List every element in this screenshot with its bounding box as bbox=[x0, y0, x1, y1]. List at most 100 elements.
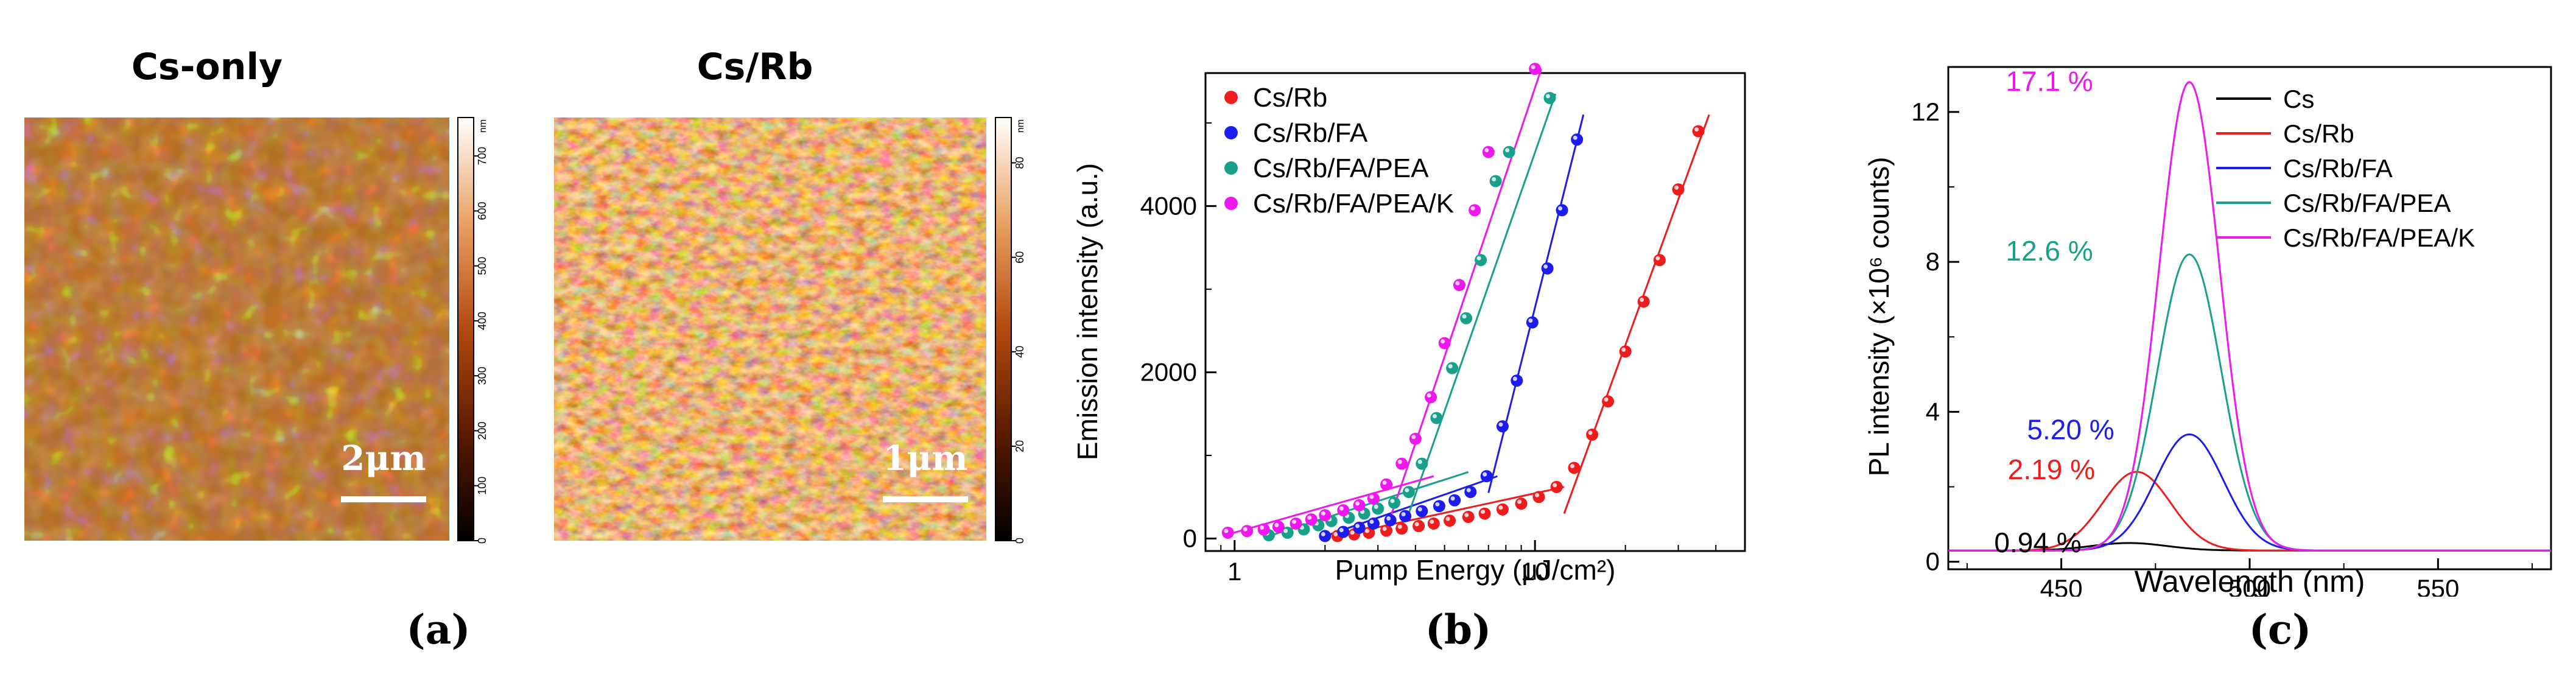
data-point-cs-rb-fa-pea bbox=[1430, 412, 1443, 424]
data-point-highlight bbox=[1386, 516, 1391, 521]
data-point-cs-rb-fa bbox=[1367, 517, 1380, 530]
data-point-highlight bbox=[1505, 148, 1510, 153]
afm-left-colorbar-tick-label: 600 bbox=[476, 202, 488, 220]
data-point-highlight bbox=[1543, 264, 1548, 269]
data-point-cs-rb-fa bbox=[1541, 262, 1554, 275]
data-point-highlight bbox=[1655, 256, 1660, 261]
data-point-cs-rb bbox=[1515, 497, 1528, 510]
emission-plot-frame bbox=[1204, 72, 1746, 552]
afm-right-image bbox=[554, 118, 986, 541]
data-point-highlight bbox=[1476, 256, 1481, 261]
data-point-highlight bbox=[1450, 496, 1455, 501]
pl-chart: 450 500 550 0 4 8 12 0.94 % 2.19 % 5.20 % 12.6 % 1… bbox=[1863, 66, 2552, 597]
data-point-cs-rb-fa bbox=[1319, 530, 1332, 542]
data-point-cs-rb-fa-pea bbox=[1475, 254, 1487, 267]
data-point-cs-rb-fa bbox=[1480, 470, 1493, 483]
emission-x-axis-label: Pump Energy (μJ/cm²) bbox=[1335, 554, 1615, 586]
afm-left-colorbar-tick-label: 200 bbox=[476, 421, 488, 440]
data-point-cs-rb-fa bbox=[1448, 494, 1461, 507]
data-point-highlight bbox=[1339, 506, 1344, 511]
pl-x-axis-label: Wavelength (nm) bbox=[2135, 564, 2365, 597]
data-point-highlight bbox=[1528, 318, 1533, 323]
pl-legend-label-cs-rb-fa-pea: Cs/Rb/FA/PEA bbox=[2283, 189, 2451, 217]
data-point-cs-rb bbox=[1637, 295, 1650, 308]
afm-left-image bbox=[24, 118, 449, 541]
data-point-cs-rb-fa bbox=[1399, 510, 1412, 522]
data-point-highlight bbox=[1417, 460, 1422, 465]
pl-plot-frame bbox=[1947, 66, 2552, 570]
afm-left-colorbar-ticks: 0 100 200 300 400 500 600 700 nm bbox=[474, 119, 488, 544]
data-point-cs-rb-fa bbox=[1496, 420, 1509, 433]
afm-left-scalebar-label: 2μm bbox=[341, 438, 426, 479]
data-point-highlight bbox=[1573, 135, 1578, 140]
data-point-highlight bbox=[1355, 524, 1360, 528]
data-point-highlight bbox=[1405, 488, 1409, 493]
data-point-highlight bbox=[1321, 532, 1325, 536]
pl-y-tick-label: 0 bbox=[1926, 547, 1940, 576]
fit-line-cs-rb-fa bbox=[1487, 114, 1585, 493]
data-point-cs-rb-fa-pea-k bbox=[1395, 457, 1408, 470]
data-point-highlight bbox=[1512, 376, 1517, 381]
data-point-cs-rb bbox=[1413, 520, 1425, 533]
data-point-cs-rb bbox=[1395, 522, 1408, 535]
fit-line-cs-rb-fa-pea-k bbox=[1389, 68, 1543, 518]
data-point-cs-rb bbox=[1653, 254, 1666, 267]
data-point-highlight bbox=[1339, 528, 1344, 533]
afm-left-colorbar-tick-label: 100 bbox=[476, 477, 488, 495]
fit-line-cs-rb bbox=[1563, 114, 1710, 514]
afm-right-colorbar-tick-label: 40 bbox=[1014, 346, 1026, 358]
data-point-cs-rb-fa-pea bbox=[1503, 146, 1515, 158]
data-point-cs-rb-fa-pea-k bbox=[1409, 432, 1422, 445]
pl-y-axis-label: PL intensity (×10⁶ counts) bbox=[1863, 157, 1895, 477]
data-point-cs-rb-fa bbox=[1571, 133, 1584, 146]
data-point-highlight bbox=[1333, 532, 1338, 536]
afm-right-colorbar bbox=[995, 117, 1012, 541]
data-point-cs-rb-fa-pea-k bbox=[1380, 478, 1393, 491]
afm-right-scalebar-label: 1μm bbox=[883, 438, 968, 479]
data-point-cs-rb bbox=[1478, 507, 1491, 520]
data-point-highlight bbox=[1483, 472, 1487, 477]
data-point-cs-rb-fa bbox=[1384, 514, 1397, 527]
data-point-highlight bbox=[1283, 528, 1288, 533]
data-point-cs-rb-fa-pea-k bbox=[1367, 492, 1380, 505]
data-point-highlight bbox=[1570, 463, 1574, 468]
data-point-cs-rb bbox=[1444, 514, 1456, 527]
data-point-highlight bbox=[1369, 494, 1374, 499]
pl-y-tick-label: 12 bbox=[1911, 97, 1940, 126]
data-point-highlight bbox=[1481, 510, 1486, 514]
data-point-highlight bbox=[1382, 480, 1387, 485]
afm-right-title: Cs/Rb bbox=[697, 46, 813, 88]
data-point-highlight bbox=[1492, 177, 1497, 181]
data-point-cs-rb-fa-pea bbox=[1416, 457, 1428, 470]
data-point-highlight bbox=[1307, 515, 1312, 520]
data-point-cs-rb-fa-pea bbox=[1402, 486, 1415, 499]
data-point-highlight bbox=[1445, 516, 1450, 521]
pl-curve-cs-rb-fa-pea-k bbox=[1948, 80, 2551, 552]
data-point-highlight bbox=[1417, 507, 1422, 511]
data-point-cs-rb-fa-pea bbox=[1489, 175, 1502, 188]
legend-label-cs-rb: Cs/Rb bbox=[1253, 83, 1327, 113]
data-point-cs-rb-fa bbox=[1353, 521, 1366, 534]
data-point-cs-rb-fa-pea-k bbox=[1453, 279, 1465, 292]
data-point-highlight bbox=[1243, 527, 1248, 532]
afm-left-colorbar-tick-label: 0 bbox=[476, 538, 488, 544]
data-point-cs-rb-fa-pea bbox=[1446, 362, 1459, 374]
data-point-cs-rb bbox=[1532, 491, 1545, 504]
data-point-highlight bbox=[1604, 397, 1609, 402]
data-point-cs-rb bbox=[1462, 511, 1475, 524]
data-point-cs-rb bbox=[1619, 345, 1632, 358]
data-point-highlight bbox=[1545, 94, 1550, 99]
afm-right-scalebar bbox=[883, 496, 968, 502]
data-point-highlight bbox=[1292, 519, 1297, 524]
data-point-highlight bbox=[1531, 65, 1535, 69]
afm-right-colorbar-unit: nm bbox=[1016, 119, 1026, 133]
data-point-highlight bbox=[1455, 281, 1460, 286]
pl-legend-label-cs: Cs bbox=[2283, 85, 2314, 113]
legend-label-cs-rb-fa-pea-k: Cs/Rb/FA/PEA/K bbox=[1253, 189, 1454, 219]
emission-x-tick-label: 1 bbox=[1227, 557, 1241, 586]
data-point-cs-rb-fa-pea-k bbox=[1482, 146, 1495, 158]
data-point-highlight bbox=[1640, 297, 1644, 302]
data-point-cs-rb-fa-pea-k bbox=[1257, 523, 1270, 536]
emission-chart: 1 10 0 2000 4000 Cs/Rb Cs/Rb/FA Cs/Rb/FA/PEA Cs… bbox=[1072, 63, 1746, 586]
data-point-highlight bbox=[1382, 527, 1387, 532]
